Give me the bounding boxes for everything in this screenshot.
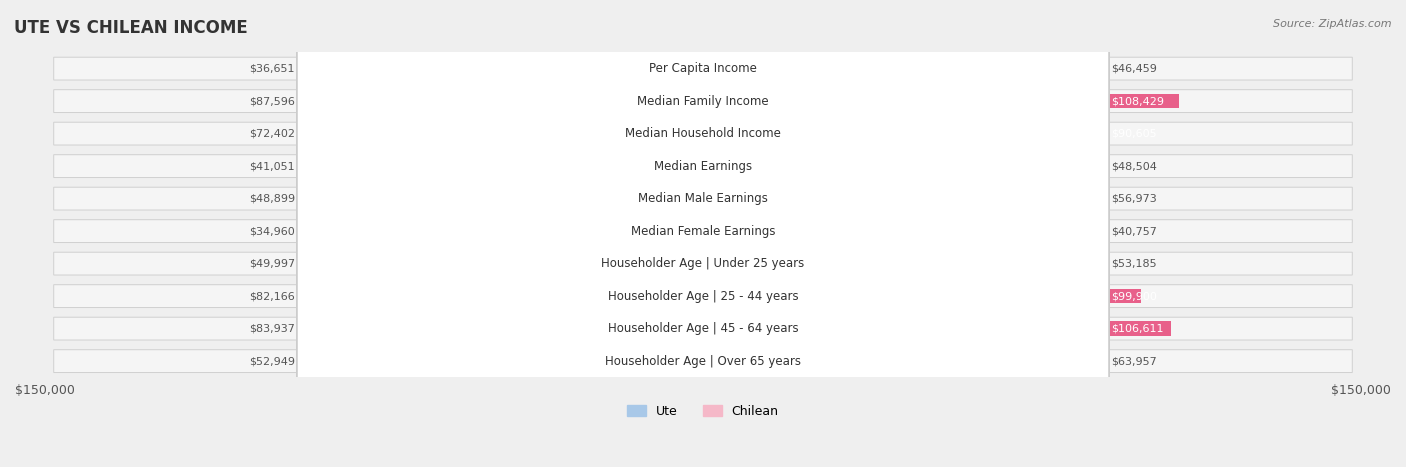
Bar [703, 159, 915, 173]
FancyBboxPatch shape [297, 0, 1109, 467]
Bar [488, 191, 703, 206]
FancyBboxPatch shape [297, 0, 1109, 467]
Bar [703, 224, 882, 239]
Text: Householder Age | Over 65 years: Householder Age | Over 65 years [605, 354, 801, 368]
FancyBboxPatch shape [297, 0, 1109, 467]
Bar [319, 94, 703, 108]
Text: $82,166: $82,166 [249, 291, 295, 301]
Text: $63,957: $63,957 [1111, 356, 1157, 366]
Text: Median Family Income: Median Family Income [637, 95, 769, 107]
Bar [703, 256, 936, 271]
Text: Median Female Earnings: Median Female Earnings [631, 225, 775, 238]
FancyBboxPatch shape [53, 57, 1353, 80]
Text: UTE VS CHILEAN INCOME: UTE VS CHILEAN INCOME [14, 19, 247, 37]
Bar [484, 256, 703, 271]
Bar [703, 191, 953, 206]
FancyBboxPatch shape [297, 0, 1109, 467]
FancyBboxPatch shape [53, 90, 1353, 113]
Bar [385, 126, 703, 141]
FancyBboxPatch shape [53, 219, 1353, 242]
FancyBboxPatch shape [297, 0, 1109, 467]
Text: $53,185: $53,185 [1111, 259, 1157, 269]
Text: $52,949: $52,949 [249, 356, 295, 366]
FancyBboxPatch shape [53, 122, 1353, 145]
Text: $46,459: $46,459 [1111, 64, 1157, 74]
Text: Householder Age | 45 - 64 years: Householder Age | 45 - 64 years [607, 322, 799, 335]
Text: $108,429: $108,429 [1111, 96, 1164, 106]
Bar [523, 159, 703, 173]
Bar [703, 94, 1178, 108]
Bar [550, 224, 703, 239]
Legend: Ute, Chilean: Ute, Chilean [623, 400, 783, 423]
Text: Median Household Income: Median Household Income [626, 127, 780, 140]
Text: $83,937: $83,937 [249, 324, 295, 333]
Bar [703, 289, 1142, 304]
Bar [703, 321, 1171, 336]
Text: $40,757: $40,757 [1111, 226, 1157, 236]
Text: $34,960: $34,960 [249, 226, 295, 236]
Text: Source: ZipAtlas.com: Source: ZipAtlas.com [1274, 19, 1392, 28]
Bar [471, 354, 703, 368]
Bar [335, 321, 703, 336]
Bar [703, 354, 984, 368]
Bar [703, 126, 1101, 141]
FancyBboxPatch shape [297, 0, 1109, 467]
Text: Per Capita Income: Per Capita Income [650, 62, 756, 75]
FancyBboxPatch shape [53, 155, 1353, 177]
FancyBboxPatch shape [53, 187, 1353, 210]
Text: $72,402: $72,402 [249, 128, 295, 139]
Text: $56,973: $56,973 [1111, 194, 1157, 204]
Bar [343, 289, 703, 304]
FancyBboxPatch shape [297, 0, 1109, 467]
FancyBboxPatch shape [53, 350, 1353, 373]
Text: Householder Age | Under 25 years: Householder Age | Under 25 years [602, 257, 804, 270]
Text: $36,651: $36,651 [249, 64, 295, 74]
Text: $41,051: $41,051 [249, 161, 295, 171]
Text: $87,596: $87,596 [249, 96, 295, 106]
Bar [543, 61, 703, 76]
FancyBboxPatch shape [297, 0, 1109, 467]
Text: $48,504: $48,504 [1111, 161, 1157, 171]
Bar [703, 61, 907, 76]
Text: Median Earnings: Median Earnings [654, 160, 752, 173]
Text: $48,899: $48,899 [249, 194, 295, 204]
Text: $90,605: $90,605 [1111, 128, 1157, 139]
FancyBboxPatch shape [53, 285, 1353, 308]
Text: $106,611: $106,611 [1111, 324, 1164, 333]
Text: $99,900: $99,900 [1111, 291, 1157, 301]
FancyBboxPatch shape [53, 252, 1353, 275]
FancyBboxPatch shape [297, 0, 1109, 467]
FancyBboxPatch shape [297, 0, 1109, 467]
Text: Median Male Earnings: Median Male Earnings [638, 192, 768, 205]
Text: $49,997: $49,997 [249, 259, 295, 269]
FancyBboxPatch shape [53, 317, 1353, 340]
Text: Householder Age | 25 - 44 years: Householder Age | 25 - 44 years [607, 290, 799, 303]
